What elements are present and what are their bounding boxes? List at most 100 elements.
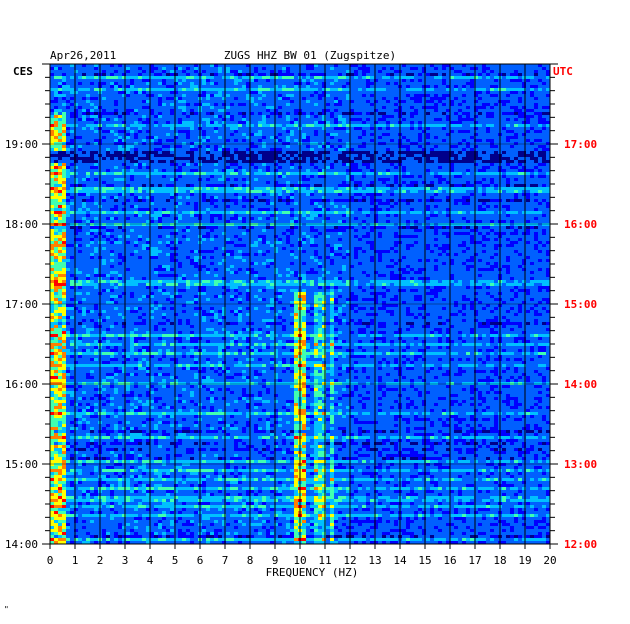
- heatmap-cell: [386, 127, 390, 130]
- heatmap-cell: [534, 175, 538, 178]
- heatmap-cell: [410, 181, 414, 184]
- heatmap-cell: [350, 109, 354, 112]
- heatmap-cell: [258, 181, 262, 184]
- heatmap-cell: [538, 70, 542, 73]
- heatmap-cell: [106, 94, 110, 97]
- heatmap-cell: [422, 103, 426, 106]
- heatmap-cell: [378, 121, 382, 124]
- heatmap-cell: [542, 88, 546, 91]
- heatmap-cell: [518, 109, 522, 112]
- heatmap-cell: [226, 109, 230, 112]
- heatmap-cell: [54, 136, 58, 139]
- heatmap-cell: [122, 112, 126, 115]
- heatmap-cell: [94, 82, 98, 85]
- heatmap-cell: [510, 109, 514, 112]
- heatmap-cell: [54, 181, 58, 184]
- heatmap-cell: [122, 166, 126, 169]
- heatmap-cell: [454, 106, 458, 109]
- heatmap-cell: [302, 91, 306, 94]
- heatmap-cell: [130, 133, 134, 136]
- heatmap-cell: [394, 88, 398, 91]
- heatmap-cell: [482, 178, 486, 181]
- heatmap-cell: [538, 133, 542, 136]
- heatmap-cell: [142, 178, 146, 181]
- heatmap-cell: [50, 145, 54, 148]
- heatmap-cell: [470, 133, 474, 136]
- heatmap-cell: [54, 130, 58, 133]
- heatmap-cell: [58, 103, 62, 106]
- heatmap-cell: [266, 91, 270, 94]
- heatmap-cell: [406, 154, 410, 157]
- heatmap-cell: [234, 94, 238, 97]
- heatmap-cell: [90, 145, 94, 148]
- heatmap-cell: [214, 88, 218, 91]
- heatmap-cell: [114, 178, 118, 181]
- heatmap-cell: [358, 118, 362, 121]
- heatmap-cell: [114, 100, 118, 103]
- heatmap-cell: [194, 97, 198, 100]
- heatmap-cell: [214, 157, 218, 160]
- heatmap-cell: [262, 148, 266, 151]
- heatmap-cell: [222, 166, 226, 169]
- heatmap-cell: [378, 79, 382, 82]
- heatmap-cell: [506, 148, 510, 151]
- heatmap-cell: [526, 154, 530, 157]
- heatmap-cell: [158, 70, 162, 73]
- heatmap-cell: [330, 103, 334, 106]
- heatmap-cell: [206, 127, 210, 130]
- heatmap-cell: [182, 106, 186, 109]
- heatmap-cell: [282, 103, 286, 106]
- heatmap-cell: [422, 172, 426, 175]
- heatmap-cell: [394, 163, 398, 166]
- heatmap-cell: [534, 163, 538, 166]
- heatmap-cell: [386, 166, 390, 169]
- heatmap-cell: [518, 67, 522, 70]
- heatmap-cell: [354, 178, 358, 181]
- heatmap-cell: [162, 154, 166, 157]
- heatmap-cell: [86, 133, 90, 136]
- heatmap-cell: [478, 130, 482, 133]
- heatmap-cell: [114, 169, 118, 172]
- heatmap-cell: [206, 139, 210, 142]
- heatmap-cell: [214, 133, 218, 136]
- heatmap-cell: [438, 145, 442, 148]
- heatmap-cell: [194, 181, 198, 184]
- heatmap-cell: [434, 64, 438, 67]
- heatmap-cell: [350, 94, 354, 97]
- heatmap-cell: [322, 175, 326, 178]
- heatmap-cell: [486, 64, 490, 67]
- heatmap-cell: [310, 130, 314, 133]
- heatmap-cell: [314, 100, 318, 103]
- heatmap-cell: [122, 145, 126, 148]
- heatmap-cell: [526, 145, 530, 148]
- heatmap-cell: [66, 157, 70, 160]
- heatmap-cell: [318, 133, 322, 136]
- heatmap-cell: [154, 133, 158, 136]
- heatmap-cell: [458, 130, 462, 133]
- heatmap-cell: [122, 67, 126, 70]
- heatmap-cell: [502, 112, 506, 115]
- heatmap-cell: [222, 145, 226, 148]
- heatmap-cell: [434, 121, 438, 124]
- heatmap-cell: [482, 166, 486, 169]
- heatmap-cell: [206, 115, 210, 118]
- heatmap-cell: [278, 103, 282, 106]
- heatmap-cell: [50, 181, 54, 184]
- heatmap-cell: [150, 97, 154, 100]
- heatmap-cell: [294, 145, 298, 148]
- heatmap-cell: [270, 85, 274, 88]
- heatmap-cell: [354, 169, 358, 172]
- heatmap-cell: [254, 127, 258, 130]
- heatmap-cell: [310, 160, 314, 163]
- heatmap-cell: [338, 160, 342, 163]
- heatmap-cell: [310, 70, 314, 73]
- heatmap-cell: [314, 178, 318, 181]
- heatmap-cell: [378, 157, 382, 160]
- heatmap-cell: [342, 148, 346, 151]
- heatmap-cell: [234, 148, 238, 151]
- heatmap-cell: [194, 130, 198, 133]
- heatmap-cell: [294, 94, 298, 97]
- heatmap-cell: [426, 79, 430, 82]
- heatmap-cell: [390, 118, 394, 121]
- heatmap-cell: [530, 106, 534, 109]
